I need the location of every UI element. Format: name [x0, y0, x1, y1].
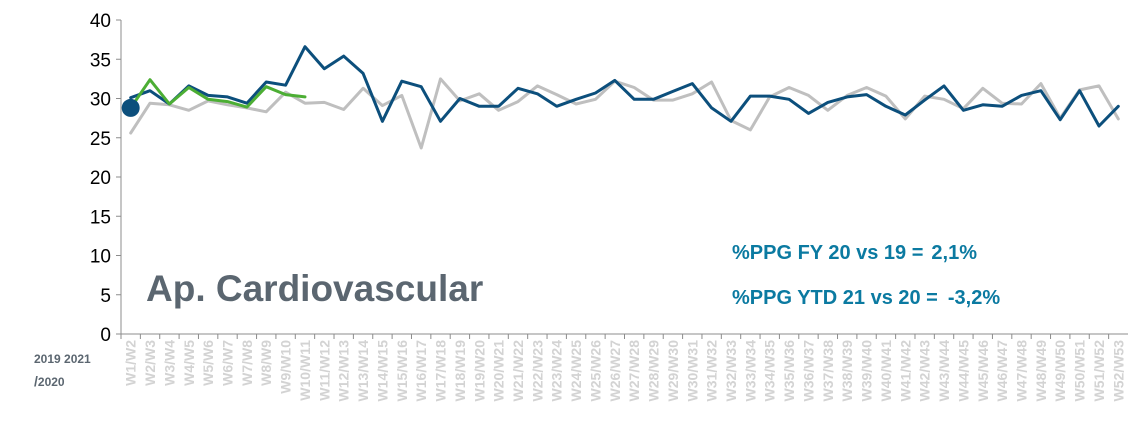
- x-tick-label: W33/W34: [742, 340, 758, 402]
- x-tick-label: W48/W49: [1033, 340, 1049, 402]
- x-tick-label: W14/W15: [374, 340, 390, 402]
- y-tick-label: 10: [90, 247, 111, 268]
- x-tick-label: W32/W33: [723, 340, 739, 402]
- x-tick-label: W27/W28: [626, 340, 642, 402]
- x-tick-label: W50/W51: [1072, 340, 1088, 402]
- stat-ytd-row: %PPG YTD 21 vs 20 = -3,2%: [732, 287, 1000, 310]
- y-tick-label: 0: [100, 325, 111, 346]
- stat-ytd-value: -3,2%: [947, 287, 1001, 309]
- x-tick-label: W1/W2: [123, 340, 139, 386]
- x-tick-label: W3/W4: [161, 340, 177, 386]
- stat-fy-value: 2,1%: [931, 242, 978, 264]
- x-tick-label: W37/W38: [820, 340, 836, 402]
- y-tick-label: 35: [90, 50, 111, 71]
- x-tick-label: W21/W22: [510, 340, 526, 402]
- x-tick-label: W10/W11: [297, 340, 313, 401]
- x-tick-label: W38/W39: [839, 340, 855, 402]
- x-tick-label: W39/W40: [859, 340, 875, 402]
- y-axis: 0 5 10 15 20 25 30 35 40: [90, 11, 122, 346]
- x-tick-label: W29/W30: [665, 340, 681, 402]
- x-tick-label: W36/W37: [801, 340, 817, 402]
- x-tick-label: W24/W25: [568, 340, 584, 402]
- x-tick-label: W43/W44: [936, 340, 952, 402]
- chart-title: Ap. Cardiovascular: [146, 268, 484, 309]
- year-legend-line1: 2019 2021: [34, 352, 91, 366]
- x-tick-label: W22/W23: [529, 340, 545, 402]
- year-legend-line2: /2020: [34, 370, 91, 393]
- x-tick-label: W4/W5: [181, 340, 197, 386]
- x-tick-label: W2/W3: [142, 340, 158, 386]
- x-tick-label: W8/W9: [258, 340, 274, 386]
- x-tick-label: W44/W45: [955, 340, 971, 402]
- x-tick-label: W45/W46: [975, 340, 991, 402]
- x-tick-label: W17/W18: [433, 340, 449, 402]
- marker-layer: [121, 98, 140, 117]
- x-tick-label: W40/W41: [878, 340, 894, 402]
- x-tick-label: W28/W29: [646, 340, 662, 402]
- y-tick-label: 30: [90, 90, 111, 111]
- y-tick-label: 20: [90, 168, 111, 189]
- stat-fy-row: %PPG FY 20 vs 19 = 2,1%: [732, 242, 977, 265]
- x-tick-label: W23/W24: [549, 340, 565, 402]
- x-tick-label: W47/W48: [1014, 340, 1030, 402]
- x-tick-label: W31/W32: [704, 340, 720, 402]
- x-tick-label: W26/W27: [607, 340, 623, 402]
- x-tick-label: W11/W12: [316, 340, 332, 401]
- x-tick-label: W9/W10: [278, 340, 294, 394]
- x-tick-label: W41/W42: [897, 340, 913, 402]
- x-tick-label: W35/W36: [781, 340, 797, 402]
- x-tick-label: W34/W35: [762, 340, 778, 402]
- series-line-2019: [129, 77, 1120, 150]
- x-tick-label: W30/W31: [684, 340, 700, 402]
- x-tick-label: W52/W53: [1110, 340, 1126, 402]
- x-tick-label: W20/W21: [491, 340, 507, 402]
- y-tick-label: 5: [100, 286, 111, 307]
- x-tick-label: W5/W6: [200, 340, 216, 386]
- year-legend-line2-text: 2020: [37, 375, 65, 389]
- series-layer: [129, 45, 1120, 150]
- x-tick-label: W6/W7: [220, 340, 236, 386]
- x-tick-label: W42/W43: [917, 340, 933, 402]
- x-tick-label: W51/W52: [1091, 340, 1107, 402]
- x-tick-label: W7/W8: [239, 340, 255, 386]
- x-tick-label: W49/W50: [1052, 340, 1068, 402]
- series-line-2021: [129, 78, 307, 110]
- x-tick-label: W18/W19: [452, 340, 468, 402]
- stat-fy-label: %PPG FY 20 vs 19 =: [732, 242, 924, 264]
- x-tick-label: W19/W20: [471, 340, 487, 402]
- year-legend-slash: /: [34, 373, 38, 389]
- series-line-2021-2020: [129, 45, 1120, 128]
- x-tick-label: W15/W16: [394, 340, 410, 402]
- x-axis: W1/W2 W2/W3 W3/W4 W4/W5 W5/W6 W6/W7 W7/W8 W8/W9…: [120, 333, 1128, 402]
- start-point-marker: [121, 98, 140, 117]
- year-legend: 2019 2021 /2020: [34, 348, 91, 393]
- stat-ytd-label: %PPG YTD 21 vs 20 =: [732, 287, 938, 309]
- x-tick-label: W13/W14: [355, 340, 371, 402]
- y-tick-label: 15: [90, 207, 111, 228]
- x-tick-label: W12/W13: [336, 340, 352, 402]
- x-tick-label: W16/W17: [413, 340, 429, 402]
- y-tick-label: 40: [90, 11, 111, 32]
- x-tick-label: W46/W47: [994, 340, 1010, 402]
- x-tick-label: W25/W26: [588, 340, 604, 402]
- y-tick-label: 25: [90, 129, 111, 150]
